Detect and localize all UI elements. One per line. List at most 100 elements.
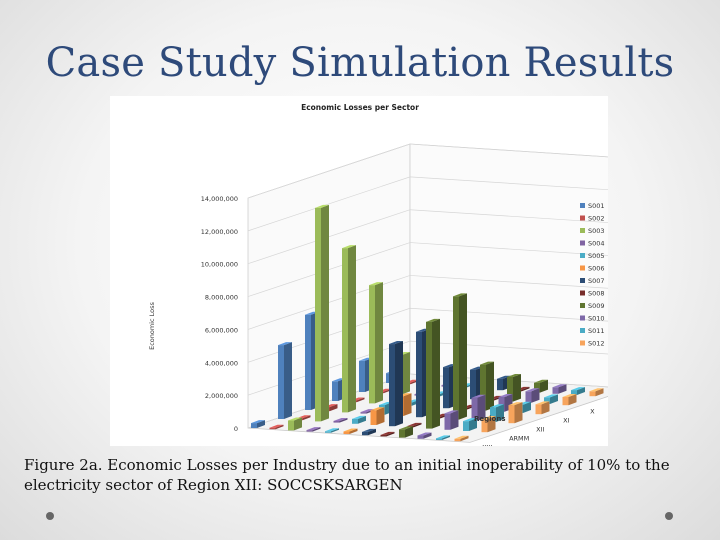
bar-S004-ARMM xyxy=(333,417,348,423)
bar-side-face xyxy=(469,418,477,431)
bar-S009-XIII xyxy=(399,426,413,438)
bar-side-face xyxy=(302,415,311,421)
bar-S012-XIII xyxy=(454,435,469,442)
bar-S004-XIII xyxy=(306,427,321,432)
legend-item-S006: S006 xyxy=(580,265,605,273)
bar-side-face xyxy=(358,415,366,424)
bar-side-face xyxy=(523,401,531,413)
bar-S010-ARMM xyxy=(444,410,459,430)
bar-side-face xyxy=(514,402,523,424)
bar-top-face xyxy=(490,404,504,408)
bar-S009-XI xyxy=(480,361,494,411)
chart-labels: 0 2,000,000 4,000,000 6,000,000 8,000,000 10,… xyxy=(148,103,624,452)
bar-front-face xyxy=(480,364,486,411)
bar-top-face xyxy=(325,428,339,432)
bar-side-face xyxy=(442,435,450,440)
bar-top-face xyxy=(471,394,486,398)
bar-S007-XIII xyxy=(362,428,376,436)
bar-top-face xyxy=(288,417,302,421)
bar-S012-ARMM xyxy=(481,416,496,433)
bar-side-face xyxy=(349,428,358,434)
bar-S003-ARMM xyxy=(315,204,329,422)
category-label: X xyxy=(590,408,595,416)
bar-side-face xyxy=(275,424,284,430)
bar-front-face xyxy=(360,412,367,414)
legend-swatch xyxy=(580,253,585,258)
legend-swatch xyxy=(580,278,585,283)
legend-swatch xyxy=(580,303,585,308)
bar-front-face xyxy=(525,391,532,403)
bar-side-face xyxy=(413,422,422,428)
bar-side-face xyxy=(294,417,302,431)
bar-front-face xyxy=(352,418,358,424)
slide-title: Case Study Simulation Results xyxy=(45,40,675,86)
bar-side-face xyxy=(257,420,265,428)
bar-top-face xyxy=(534,379,548,383)
bar-S010-XIII xyxy=(417,432,432,439)
bar-front-face xyxy=(251,423,257,428)
bar-side-face xyxy=(321,204,329,422)
bar-S011-X xyxy=(544,394,558,404)
gridline xyxy=(247,209,633,265)
bar-side-face xyxy=(403,393,412,416)
bar-front-face xyxy=(535,404,542,415)
bar-S005-ARMM xyxy=(352,415,366,424)
legend-item-S011: S011 xyxy=(580,327,605,335)
legend-label: S005 xyxy=(588,252,605,260)
gridline xyxy=(247,340,633,396)
bar-top-face xyxy=(507,373,521,377)
bar-top-face xyxy=(389,341,403,345)
bar-side-face xyxy=(541,401,550,415)
bar-top-face xyxy=(525,388,540,392)
bar-front-face xyxy=(463,421,469,431)
bar-front-face xyxy=(332,381,338,401)
y-tick-label: 12,000,000 xyxy=(201,228,238,236)
bar-top-face xyxy=(454,435,469,439)
bar-S001-ARMM xyxy=(278,342,292,419)
y-tick-label: 6,000,000 xyxy=(205,326,238,334)
bar-front-face xyxy=(444,413,451,430)
bar-front-face xyxy=(417,435,424,439)
gridline xyxy=(247,143,633,199)
legend-item-S004: S004 xyxy=(580,240,605,248)
bar-side-face xyxy=(432,318,440,429)
bar-side-face xyxy=(540,379,548,393)
bar-front-face xyxy=(325,431,331,433)
legend-item-S009: S009 xyxy=(580,302,605,310)
bar-top-face xyxy=(463,418,477,422)
figure-caption: Figure 2a. Economic Losses per Industry … xyxy=(24,456,670,494)
bar-side-face xyxy=(568,393,577,406)
legend-label: S003 xyxy=(588,227,605,235)
bar-front-face xyxy=(315,207,321,422)
bar-top-face xyxy=(544,394,558,398)
bar-top-face xyxy=(362,428,376,432)
bar-front-face xyxy=(497,378,503,391)
bar-top-face xyxy=(498,394,513,398)
legend-swatch xyxy=(580,228,585,233)
bar-front-face xyxy=(305,314,311,410)
bar-front-face xyxy=(508,405,515,424)
bar-top-face xyxy=(444,410,459,414)
bar-front-face xyxy=(359,360,365,392)
bar-top-face xyxy=(278,342,292,346)
legend-label: S010 xyxy=(588,315,605,323)
bar-side-face xyxy=(331,428,339,433)
bar-front-face xyxy=(370,410,377,425)
bar-top-face xyxy=(426,318,440,322)
legend-item-S008: S008 xyxy=(580,290,605,298)
bar-side-face xyxy=(459,293,467,420)
bar-top-face xyxy=(306,427,321,431)
legend-swatch xyxy=(580,340,585,346)
bar-front-face xyxy=(470,369,476,400)
bar-front-face xyxy=(490,407,496,422)
bar-S009-ARMM xyxy=(426,318,440,429)
legend-swatch xyxy=(580,240,585,246)
bar-side-face xyxy=(521,386,530,392)
bar-side-face xyxy=(577,387,585,395)
bar-front-face xyxy=(481,419,488,433)
y-tick-label: 2,000,000 xyxy=(205,392,238,400)
bar-side-face xyxy=(450,410,459,430)
bar-front-face xyxy=(589,391,596,397)
bar-top-face xyxy=(342,245,356,249)
legend-item-S007: S007 xyxy=(580,277,605,285)
